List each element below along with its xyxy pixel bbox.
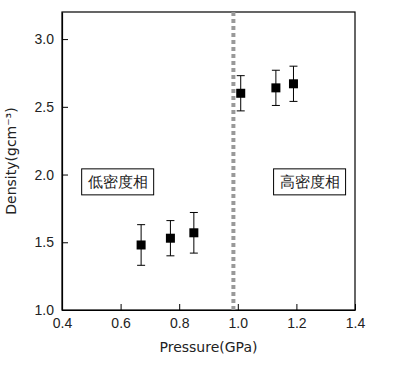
y-tick: 3.0 (35, 31, 68, 47)
plot-frame (62, 12, 355, 310)
x-axis-title: Pressure(GPa) (160, 339, 258, 355)
x-tick: 1.2 (287, 304, 307, 331)
annotation-text: 高密度相 (280, 173, 340, 191)
error-cap-top (272, 70, 280, 71)
data-point (137, 240, 146, 249)
y-tick-label: 1.5 (35, 234, 55, 250)
y-tick-label: 3.0 (35, 31, 55, 47)
phase-boundary (231, 12, 235, 310)
error-cap-bottom (137, 265, 145, 266)
y-tick-mark (62, 310, 68, 311)
data-point (271, 83, 280, 92)
data-point (236, 89, 245, 98)
error-cap-bottom (272, 105, 280, 106)
error-cap-top (289, 66, 297, 67)
error-cap-bottom (289, 101, 297, 102)
x-tick: 1.4 (346, 304, 366, 331)
y-tick: 2.0 (35, 167, 68, 183)
error-cap-top (190, 212, 198, 213)
error-cap-top (166, 220, 174, 221)
x-tick-label: 1.0 (229, 315, 249, 331)
y-axis-title: Density(gcm⁻³) (3, 107, 19, 214)
y-tick-mark (62, 39, 68, 40)
x-tick-mark (296, 304, 297, 310)
data-point (289, 79, 298, 88)
x-axis-line (63, 310, 356, 311)
x-tick: 0.8 (170, 304, 190, 331)
data-point (189, 228, 198, 237)
x-tick: 0.6 (111, 304, 131, 331)
error-cap-top (137, 224, 145, 225)
annotation-text: 低密度相 (88, 173, 148, 191)
error-cap-bottom (166, 255, 174, 256)
y-tick: 2.5 (35, 99, 68, 115)
y-tick-mark (62, 107, 68, 108)
x-tick-label: 0.6 (111, 315, 131, 331)
x-tick-label: 0.8 (170, 315, 190, 331)
error-cap-top (237, 75, 245, 76)
x-axis: 0.4 0.6 0.8 1.0 1.2 1.4 (53, 304, 366, 331)
y-axis-line (62, 13, 63, 311)
x-tick-label: 0.4 (53, 315, 73, 331)
x-tick-mark (238, 304, 239, 310)
annotation: 低密度相 (82, 169, 154, 195)
annotation-box (274, 169, 346, 195)
x-tick-label: 1.2 (287, 315, 307, 331)
x-tick-mark (355, 304, 356, 310)
marks (137, 12, 298, 310)
chart: 0.4 0.6 0.8 1.0 1.2 1.4 1.0 1.5 2.0 2.5 3.0 低密度相 高密度… (0, 0, 400, 370)
x-tick-mark (121, 304, 122, 310)
y-tick: 1.0 (35, 302, 68, 318)
y-tick: 1.5 (35, 234, 68, 250)
y-tick-label: 2.0 (35, 167, 55, 183)
x-tick-label: 1.4 (346, 315, 366, 331)
y-tick-mark (62, 175, 68, 176)
y-tick-label: 1.0 (35, 302, 55, 318)
x-tick-mark (179, 304, 180, 310)
annotation-box (82, 169, 154, 195)
data-point (166, 234, 175, 243)
error-cap-bottom (237, 110, 245, 111)
plot-area: 0.4 0.6 0.8 1.0 1.2 1.4 1.0 1.5 2.0 2.5 3.0 低密度相 高密度… (35, 12, 366, 331)
y-tick-mark (62, 242, 68, 243)
y-tick-label: 2.5 (35, 99, 55, 115)
y-axis: 1.0 1.5 2.0 2.5 3.0 (35, 13, 68, 318)
error-cap-bottom (190, 253, 198, 254)
annotation: 高密度相 (274, 169, 346, 195)
